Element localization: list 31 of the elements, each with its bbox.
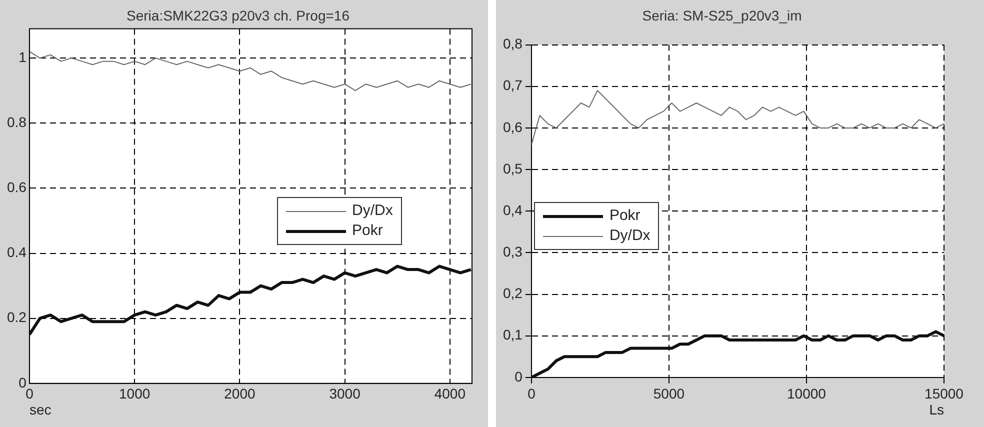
y-tick-label: 0.8 — [6, 114, 27, 130]
x-axis-title: sec — [29, 401, 52, 418]
y-tick-label: 0.4 — [6, 244, 27, 260]
x-tick-label: 15000 — [924, 386, 964, 402]
chart-title: Seria: SM-S25_p20v3_im — [642, 7, 802, 24]
legend-label: Dy/Dx — [609, 226, 650, 246]
y-tick-label: 0,6 — [502, 118, 523, 135]
y-tick-label: 0,5 — [502, 160, 523, 176]
legend-label: Dy/Dx — [352, 201, 393, 222]
x-tick-label: 5000 — [653, 386, 685, 402]
y-tick-label: 0,7 — [502, 77, 523, 94]
x-tick-label: 10000 — [787, 386, 826, 402]
y-tick-label: 0 — [18, 374, 27, 390]
y-tick-label: 0.2 — [6, 309, 27, 326]
legend-label: Pokr — [352, 221, 383, 242]
x-tick-label: 0 — [528, 386, 536, 402]
y-tick-label: 0,1 — [502, 326, 523, 343]
y-tick-label: 0,3 — [502, 244, 523, 260]
x-tick-label: 1000 — [119, 386, 150, 402]
y-tick-label: 1 — [18, 48, 27, 65]
y-tick-label: 0,2 — [502, 285, 523, 302]
y-tick-label: 0,8 — [502, 36, 523, 52]
legend-label: Pokr — [609, 206, 640, 226]
y-tick-label: 0 — [514, 368, 523, 384]
y-tick-label: 0.6 — [6, 179, 27, 196]
x-tick-label: 4000 — [434, 386, 466, 402]
x-axis-title: Ls — [929, 401, 944, 418]
chart-title: Seria:SMK22G3 p20v3 ch. Prog=16 — [126, 7, 350, 24]
x-tick-label: 2000 — [224, 386, 256, 402]
y-tick-label: 0,4 — [502, 202, 523, 218]
x-tick-label: 3000 — [329, 386, 361, 402]
